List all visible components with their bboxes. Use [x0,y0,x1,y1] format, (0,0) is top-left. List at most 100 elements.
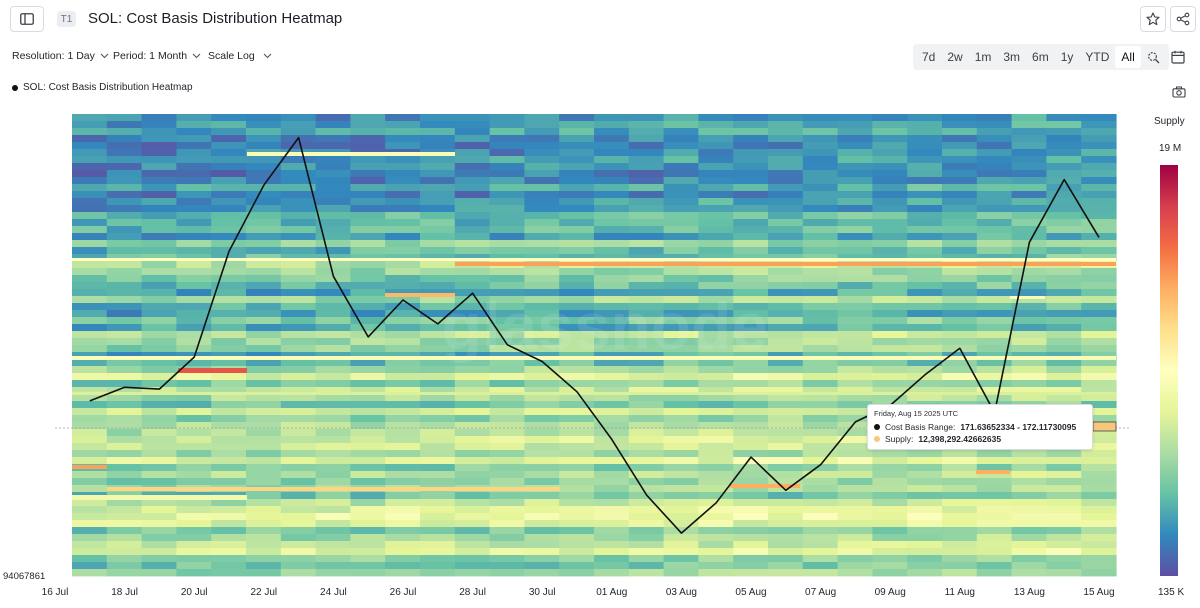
heatmap-cell [976,219,1013,227]
heatmap-cell [315,247,351,255]
heatmap-cell [524,142,560,150]
heatmap-cell [872,457,908,465]
heatmap-cell [628,471,665,479]
favorite-button[interactable] [1140,6,1166,32]
heatmap-cell [454,401,491,409]
heatmap-cell [733,142,769,150]
heatmap-cell [489,191,525,199]
heatmap-band [107,487,560,491]
heatmap-cell [524,135,560,143]
heatmap-cell [698,457,734,465]
heatmap-cell [837,555,873,563]
heatmap-cell [1081,401,1117,409]
range-3m-button[interactable]: 3m [1003,50,1021,64]
heatmap-cell [698,436,734,444]
heatmap-cell [594,247,630,255]
heatmap-cell [106,359,143,367]
heatmap-cell [628,548,665,556]
heatmap-cell [420,170,456,178]
heatmap-cell [1046,254,1082,262]
heatmap-cell [1081,499,1117,507]
heatmap-cell [385,380,421,388]
share-button[interactable] [1170,6,1196,32]
heatmap-cell [1081,548,1117,556]
heatmap-cell [768,506,804,514]
heatmap-cell [907,464,943,472]
heatmap-cell [489,121,525,129]
heatmap-cell [837,506,873,514]
heatmap-cell [350,226,386,234]
heatmap-cell [559,275,595,283]
heatmap-cell [280,156,317,164]
heatmap-cell [350,233,386,241]
heatmap-cell [768,366,804,374]
heatmap-cell [837,128,873,136]
heatmap-cell [1081,394,1117,402]
heatmap-cell [768,205,804,213]
range-ytd-button[interactable]: YTD [1085,50,1110,64]
chart-legend[interactable]: SOL: Cost Basis Distribution Heatmap [12,82,193,93]
heatmap-cell [280,317,317,325]
range-6m-button[interactable]: 6m [1032,50,1049,64]
calendar-button[interactable] [1163,44,1193,70]
tooltip-range-row: Cost Basis Range: 171.63652334 - 172.117… [874,422,1086,432]
sidebar-toggle-button[interactable] [10,6,44,32]
heatmap-cell [1081,345,1117,353]
heatmap-cell [420,506,456,514]
tooltip-date: Friday, Aug 15 2025 UTC [874,409,959,418]
heatmap-cell [594,478,630,486]
heatmap-cell [315,520,351,528]
heatmap-cell [698,401,734,409]
heatmap-cell [524,394,560,402]
range-all-button[interactable]: All [1115,46,1141,68]
heatmap-cell [907,324,943,332]
heatmap-cell [802,464,839,472]
heatmap-cell [350,513,386,521]
range-2w-button[interactable]: 2w [947,50,963,64]
range-1m-button[interactable]: 1m [974,50,992,64]
heatmap-cell [454,275,491,283]
heatmap-cell [872,177,908,185]
heatmap-cell [733,317,769,325]
heatmap-cell [141,128,177,136]
heatmap-cell [559,401,595,409]
heatmap-cell [768,548,804,556]
chevron-down-icon [100,53,109,59]
range-7d-button[interactable]: 7d [922,50,936,64]
heatmap-cell [246,142,282,150]
heatmap-cell [141,163,177,171]
heatmap-cell [768,478,804,486]
heatmap-cell [454,156,491,164]
heatmap-cell [350,443,386,451]
heatmap-cell [350,555,386,563]
heatmap-cell [524,548,560,556]
heatmap-cell [385,548,421,556]
heatmap-cell [420,569,456,577]
heatmap-cell [489,422,525,430]
heatmap-cell [976,282,1013,290]
heatmap-cell [1011,555,1047,563]
heatmap-cell [489,156,525,164]
heatmap-cell [733,541,769,549]
heatmap-cell [524,205,560,213]
heatmap-cell [350,177,386,185]
heatmap-cell [872,394,908,402]
heatmap-cell [872,569,908,577]
heatmap-cell [1081,429,1117,437]
zoom-button[interactable] [1141,46,1166,68]
heatmap-cell [280,226,317,234]
resolution-dropdown[interactable]: Resolution: 1 Day [12,50,109,62]
heatmap-cell [246,163,282,171]
heatmap-cell [663,485,699,493]
period-dropdown[interactable]: Period: 1 Month [113,50,201,62]
heatmap-cell [106,569,143,577]
scale-dropdown[interactable]: Scale Log [208,50,272,62]
range-1y-button[interactable]: 1y [1060,50,1074,64]
heatmap-cell [420,184,456,192]
heatmap-cell [837,359,873,367]
screenshot-button[interactable] [1172,85,1186,103]
heatmap-cell [211,345,247,353]
heatmap-cell [1011,310,1047,318]
heatmap-cell [594,212,630,220]
